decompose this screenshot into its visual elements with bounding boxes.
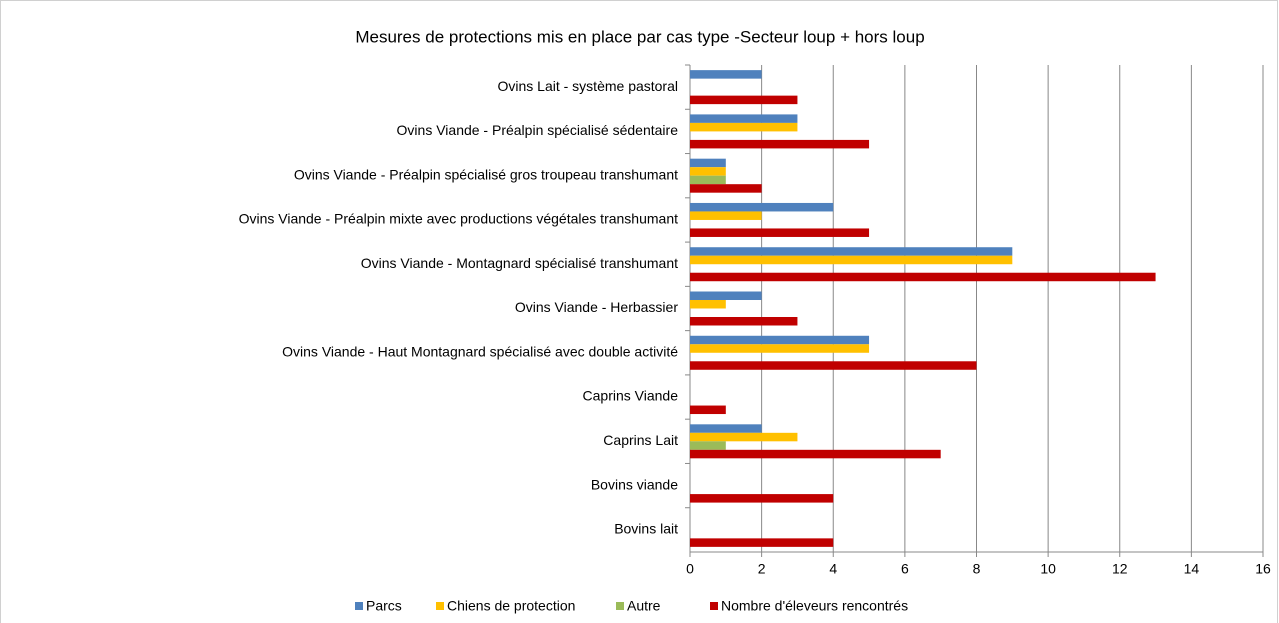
y-tick-label: Ovins Viande - Préalpin mixte avec produ… — [239, 211, 679, 227]
bar — [690, 175, 726, 185]
y-tick-label: Ovins Lait - système pastoral — [497, 78, 678, 94]
legend-swatch — [616, 602, 624, 610]
y-tick-label: Ovins Viande - Préalpin spécialisé séden… — [397, 122, 679, 138]
x-tick-label: 14 — [1184, 561, 1200, 577]
bar — [690, 494, 834, 503]
x-tick-label: 12 — [1112, 561, 1128, 577]
legend-label: Autre — [627, 598, 661, 614]
bar — [690, 344, 870, 353]
bar — [690, 441, 726, 450]
bar — [690, 335, 870, 345]
y-tick-label: Ovins Viande - Haut Montagnard spécialis… — [282, 343, 678, 359]
bar — [690, 291, 762, 300]
y-tick-label: Caprins Viande — [583, 388, 679, 404]
x-tick-label: 10 — [1040, 561, 1056, 577]
y-tick-label: Bovins viande — [591, 476, 678, 492]
x-tick-label: 16 — [1255, 561, 1271, 577]
y-tick-label: Ovins Viande - Herbassier — [515, 299, 678, 315]
bar — [690, 247, 1013, 256]
chart-title: Mesures de protections mis en place par … — [355, 27, 924, 46]
bar — [690, 167, 726, 176]
bar — [690, 202, 834, 212]
bar — [690, 272, 1156, 282]
bar — [690, 300, 726, 309]
x-tick-label: 8 — [973, 561, 981, 577]
legend-swatch — [436, 602, 444, 610]
bar — [690, 70, 762, 79]
bar — [690, 228, 870, 237]
x-tick-label: 2 — [758, 561, 766, 577]
bar — [690, 361, 977, 370]
x-tick-label: 0 — [686, 561, 694, 577]
y-tick-label: Ovins Viande - Préalpin spécialisé gros … — [294, 166, 678, 182]
bar — [690, 424, 762, 433]
bar — [690, 95, 798, 105]
bar — [690, 139, 870, 149]
bar — [690, 114, 798, 123]
x-tick-label: 6 — [901, 561, 909, 577]
bar — [690, 317, 798, 326]
bar — [690, 211, 762, 220]
bar — [690, 405, 726, 415]
bar — [690, 122, 798, 132]
legend-swatch — [710, 602, 718, 610]
x-tick-label: 4 — [829, 561, 837, 577]
y-tick-label: Bovins lait — [614, 521, 678, 537]
bar — [690, 184, 762, 193]
y-tick-label: Caprins Lait — [603, 432, 678, 448]
legend-label: Nombre d'éleveurs rencontrés — [721, 598, 908, 614]
bar — [690, 449, 941, 459]
bar — [690, 255, 1013, 265]
y-tick-label: Ovins Viande - Montagnard spécialisé tra… — [361, 255, 678, 271]
legend-label: Parcs — [366, 598, 402, 614]
bar — [690, 158, 726, 168]
legend-swatch — [355, 602, 363, 610]
bar — [690, 538, 834, 547]
bar — [690, 432, 798, 442]
legend-label: Chiens de protection — [447, 598, 575, 614]
